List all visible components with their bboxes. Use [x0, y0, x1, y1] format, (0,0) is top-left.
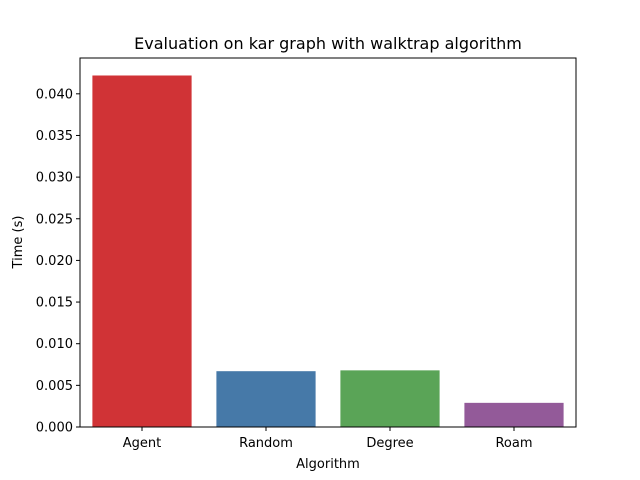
y-axis-label: Time (s): [11, 216, 26, 270]
y-tick-label: 0.010: [36, 337, 73, 352]
bars: [92, 75, 564, 427]
y-tick-label: 0.015: [36, 296, 73, 311]
y-tick-label: 0.025: [36, 212, 73, 227]
bar-agent: [92, 75, 192, 427]
bar-roam: [464, 402, 564, 427]
bar-random: [216, 371, 316, 427]
y-tick-label: 0.020: [36, 254, 73, 269]
y-tick-label: 0.005: [36, 379, 73, 394]
y-tick-label: 0.030: [36, 171, 73, 186]
bar-degree: [340, 370, 440, 427]
y-tick-label: 0.040: [36, 87, 73, 102]
y-tick-label: 0.035: [36, 129, 73, 144]
y-tick-label: 0.000: [36, 421, 73, 436]
x-tick-label: Degree: [366, 436, 413, 451]
x-tick-label: Roam: [495, 436, 532, 451]
x-tick-label: Random: [239, 436, 293, 451]
x-tick-label: Agent: [123, 436, 161, 451]
chart-title: Evaluation on kar graph with walktrap al…: [134, 34, 522, 53]
x-axis-ticks: Agent Random Degree Roam: [123, 427, 533, 451]
x-axis-label: Algorithm: [296, 457, 360, 472]
y-axis-ticks: 0.000 0.005 0.010 0.015 0.020 0.025 0.030 0.035…: [36, 87, 80, 436]
plot-frame: [79, 57, 577, 428]
